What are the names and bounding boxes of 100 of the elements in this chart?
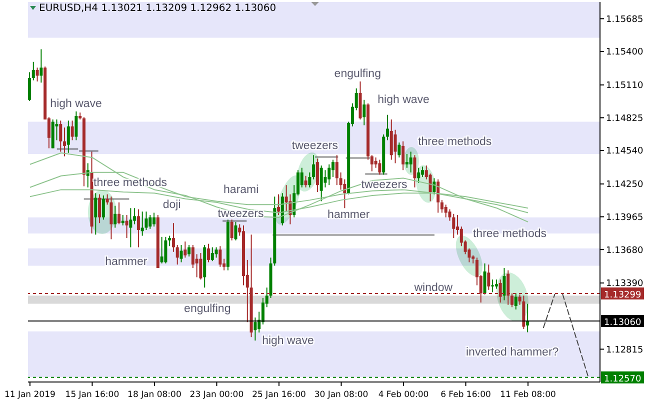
candlestick <box>191 244 194 268</box>
line-series <box>29 152 529 222</box>
candlestick <box>66 120 70 154</box>
x-tick-label: 15 Jan 16:00 <box>65 390 120 400</box>
candlestick <box>172 222 175 252</box>
candlestick <box>378 159 382 176</box>
candlestick <box>405 154 408 168</box>
candlestick <box>70 120 74 141</box>
candlestick <box>184 241 187 258</box>
candlestick <box>428 173 432 202</box>
candlestick <box>514 292 518 310</box>
candlestick <box>36 67 39 82</box>
x-tick-label: 4 Feb 00:00 <box>378 390 429 400</box>
y-tick-label: 1.13390 <box>606 279 644 290</box>
annotation: tweezers <box>292 140 338 152</box>
candlestick <box>136 208 140 248</box>
candlestick <box>63 127 66 157</box>
candlestick <box>218 246 222 268</box>
candlestick <box>502 268 506 301</box>
candlestick <box>32 61 35 81</box>
chart-title: EURUSD,H4 1.13021 1.13209 1.12962 1.13060 <box>39 3 276 14</box>
candlestick <box>320 165 323 202</box>
candlestick <box>59 120 62 152</box>
annotation: window <box>413 282 454 294</box>
candlestick <box>234 221 238 241</box>
y-tick-label: 1.15110 <box>606 81 644 92</box>
candlestick <box>316 158 319 192</box>
candlestick <box>362 99 366 126</box>
x-tick-label: 18 Jan 08:00 <box>128 390 182 400</box>
annotation: high wave <box>50 98 102 110</box>
candlestick <box>398 142 401 158</box>
annotation: inverted hammer? <box>466 346 559 358</box>
candlestick <box>102 194 105 220</box>
annotation: engulfing <box>184 303 231 315</box>
candlestick <box>261 297 264 325</box>
annotation: tweezers <box>361 179 408 191</box>
candlestick <box>386 114 389 141</box>
ref-line-label: 1.13060 <box>604 318 642 328</box>
candlestick <box>94 192 98 236</box>
x-tick-label: 30 Jan 08:00 <box>314 390 368 400</box>
annotation: high wave <box>262 335 314 347</box>
candlestick <box>402 140 405 171</box>
candlestick <box>164 236 168 264</box>
candlestick <box>417 167 420 184</box>
candlestick <box>110 196 113 240</box>
annotation: high wave <box>378 94 430 106</box>
candlestick <box>140 211 144 236</box>
candlestick <box>444 204 448 218</box>
x-tick-label: 23 Jan 00:00 <box>190 390 244 400</box>
candlestick <box>129 208 132 248</box>
candlestick <box>176 244 179 266</box>
candlestick <box>254 317 257 342</box>
x-tick-label: 25 Jan 16:00 <box>252 390 306 400</box>
annotation: three methods <box>473 228 547 240</box>
candlestick <box>114 205 117 228</box>
ref-line-label: 1.12570 <box>604 374 642 384</box>
ref-line-label: 1.13299 <box>604 290 642 300</box>
annotation: doji <box>162 199 181 211</box>
y-tick-label: 1.14825 <box>606 114 644 124</box>
candlestick <box>125 214 128 239</box>
candlestick <box>74 110 78 141</box>
y-tick-label: 1.13965 <box>606 212 644 223</box>
candlestick <box>214 246 218 258</box>
y-tick-label: 1.15685 <box>606 14 644 25</box>
candlestick <box>335 154 338 186</box>
candlestick <box>40 48 43 84</box>
candlestick <box>483 262 486 295</box>
candlestick <box>440 200 444 214</box>
candlestick <box>277 194 280 216</box>
y-tick-label: 1.14540 <box>606 146 644 157</box>
candlestick <box>312 154 316 180</box>
x-tick-label: 11 Feb 08:00 <box>500 390 556 400</box>
candlestick <box>210 246 214 262</box>
candlestick <box>332 159 335 178</box>
candlestick <box>413 154 416 188</box>
y-tick-label: 1.15400 <box>606 48 644 58</box>
candlestick <box>28 72 31 102</box>
candlestick <box>148 214 152 230</box>
candlestick <box>487 264 490 290</box>
y-tick-label: 1.13680 <box>606 246 644 256</box>
annotation: hammer <box>328 209 370 221</box>
candlestick <box>448 208 452 222</box>
candlestick <box>308 172 312 188</box>
candlestick <box>98 194 102 224</box>
candlestick <box>152 212 156 228</box>
candlestick <box>133 208 136 225</box>
x-tick-label: 6 Feb 16:00 <box>440 390 491 400</box>
candlestick <box>370 154 374 172</box>
candlestick <box>180 244 183 263</box>
candlestick <box>409 151 412 173</box>
candlestick <box>394 129 397 164</box>
candlestick <box>117 202 120 225</box>
candlestick <box>168 235 172 247</box>
annotation: engulfing <box>334 68 381 80</box>
candlestick <box>452 213 456 239</box>
candlestick <box>436 178 440 214</box>
y-tick-label: 1.12815 <box>606 345 644 356</box>
annotation: three methods <box>418 136 492 148</box>
annotation: hammer <box>105 256 148 268</box>
y-tick-label: 1.14250 <box>606 180 644 190</box>
